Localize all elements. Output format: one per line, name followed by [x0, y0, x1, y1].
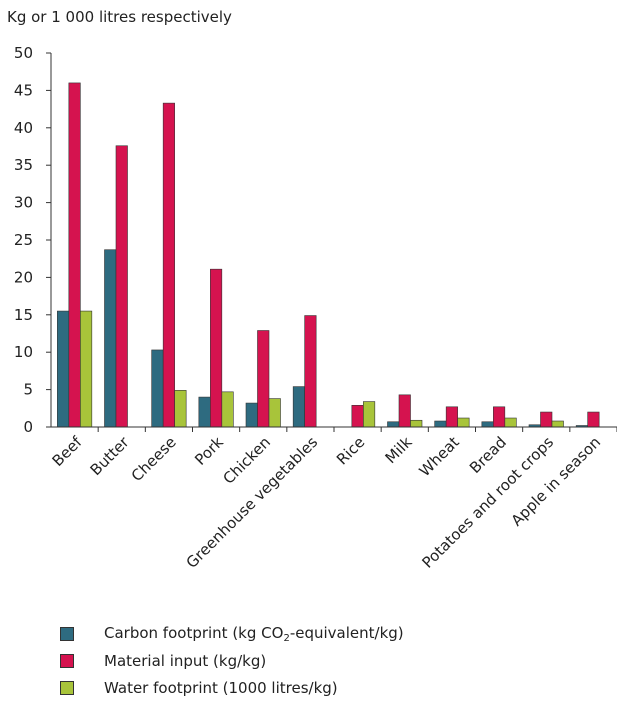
legend-swatch-carbon	[60, 626, 74, 641]
x-tick-label: Milk	[382, 433, 416, 467]
y-tick-label: 30	[14, 194, 33, 212]
bar-material	[493, 406, 506, 428]
x-tick-label: Apple in season	[508, 433, 605, 530]
bar-water	[221, 391, 234, 428]
bar-material	[115, 145, 128, 428]
bar-carbon	[198, 396, 211, 428]
legend-swatch-water	[60, 680, 74, 695]
x-tick-label: Butter	[87, 433, 134, 480]
bar-carbon	[57, 310, 70, 428]
bar-water	[504, 417, 517, 428]
bar-material	[162, 102, 175, 428]
bar-water	[268, 398, 281, 428]
y-tick-label: 15	[14, 306, 33, 324]
x-tick-label: Bread	[466, 433, 510, 477]
bar-material	[210, 268, 223, 428]
y-tick-label: 50	[14, 44, 33, 62]
legend-label-carbon: Carbon footprint (kg CO2-equivalent/kg)	[104, 623, 404, 644]
y-tick-label: 0	[23, 418, 33, 436]
bar-material	[304, 315, 317, 428]
y-tick-label: 40	[14, 119, 33, 137]
y-tick-label: 5	[23, 381, 33, 399]
y-tick-label: 10	[14, 343, 33, 361]
bar-carbon	[292, 386, 305, 428]
y-tick-label: 25	[14, 231, 33, 249]
x-tick-label: Cheese	[128, 433, 180, 485]
legend-item-material: Material input (kg/kg)	[60, 647, 404, 674]
bar-carbon	[151, 349, 164, 428]
bar-water	[174, 390, 187, 428]
bar-carbon	[434, 420, 447, 428]
y-tick-label: 45	[14, 81, 33, 99]
bar-water	[551, 420, 564, 428]
bar-material	[398, 394, 411, 428]
x-tick-label: Rice	[333, 433, 368, 468]
bar-water	[80, 310, 93, 428]
bar-material	[540, 411, 553, 428]
y-tick-label: 20	[14, 268, 33, 286]
bar-material	[257, 330, 270, 428]
x-tick-label: Beef	[49, 433, 86, 470]
legend: Carbon footprint (kg CO2-equivalent/kg) …	[60, 620, 404, 701]
legend-swatch-material	[60, 653, 74, 668]
bar-water	[457, 417, 470, 428]
bar-material	[587, 411, 600, 428]
bar-water	[410, 419, 423, 428]
x-tick-label: Pork	[191, 433, 227, 469]
bar-water	[363, 401, 376, 428]
legend-label-water: Water footprint (1000 litres/kg)	[104, 678, 338, 697]
bar-carbon	[481, 421, 494, 428]
legend-item-carbon: Carbon footprint (kg CO2-equivalent/kg)	[60, 620, 404, 647]
legend-label-material: Material input (kg/kg)	[104, 651, 267, 670]
bar-material	[68, 82, 81, 428]
bar-carbon	[245, 402, 258, 428]
bar-material	[351, 405, 364, 428]
legend-item-water: Water footprint (1000 litres/kg)	[60, 674, 404, 701]
bar-material	[445, 406, 458, 428]
y-axis-label: Kg or 1 000 litres respectively	[7, 8, 232, 26]
bar-carbon	[387, 421, 400, 428]
bar-carbon	[104, 249, 117, 428]
x-tick-label: Wheat	[416, 433, 463, 480]
y-tick-label: 35	[14, 156, 33, 174]
